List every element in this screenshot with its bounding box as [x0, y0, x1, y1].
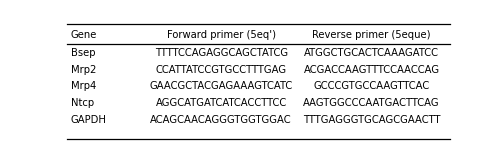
Text: TTTTCCAGAGGCAGCTATCG: TTTTCCAGAGGCAGCTATCG [155, 48, 288, 58]
Text: Reverse primer (5eque): Reverse primer (5eque) [312, 30, 431, 40]
Text: CCATTATCCGTGCCTTTGAG: CCATTATCCGTGCCTTTGAG [156, 65, 287, 75]
Text: ATGGCTGCACTCAAAGATCC: ATGGCTGCACTCAAAGATCC [304, 48, 439, 58]
Text: GAPDH: GAPDH [71, 115, 107, 125]
Text: ACAGCAACAGGGTGGTGGAC: ACAGCAACAGGGTGGTGGAC [150, 115, 292, 125]
Text: Mrp2: Mrp2 [71, 65, 96, 75]
Text: TTTGAGGGTGCAGCGAACTT: TTTGAGGGTGCAGCGAACTT [303, 115, 440, 125]
Text: Bsep: Bsep [71, 48, 95, 58]
Text: GAACGCTACGAGAAAGTCATC: GAACGCTACGAGAAAGTCATC [150, 81, 293, 91]
Text: Mrp4: Mrp4 [71, 81, 96, 91]
Text: Ntcp: Ntcp [71, 98, 94, 108]
Text: AGGCATGATCATCACCTTCC: AGGCATGATCATCACCTTCC [156, 98, 287, 108]
Text: Gene: Gene [71, 30, 97, 40]
Text: Forward primer (5eq'): Forward primer (5eq') [167, 30, 276, 40]
Text: AAGTGGCCCAATGACTTCAG: AAGTGGCCCAATGACTTCAG [303, 98, 440, 108]
Text: ACGACCAAGTTTCCAACCAG: ACGACCAAGTTTCCAACCAG [303, 65, 439, 75]
Text: GCCCGTGCCAAGTTCAC: GCCCGTGCCAAGTTCAC [313, 81, 430, 91]
